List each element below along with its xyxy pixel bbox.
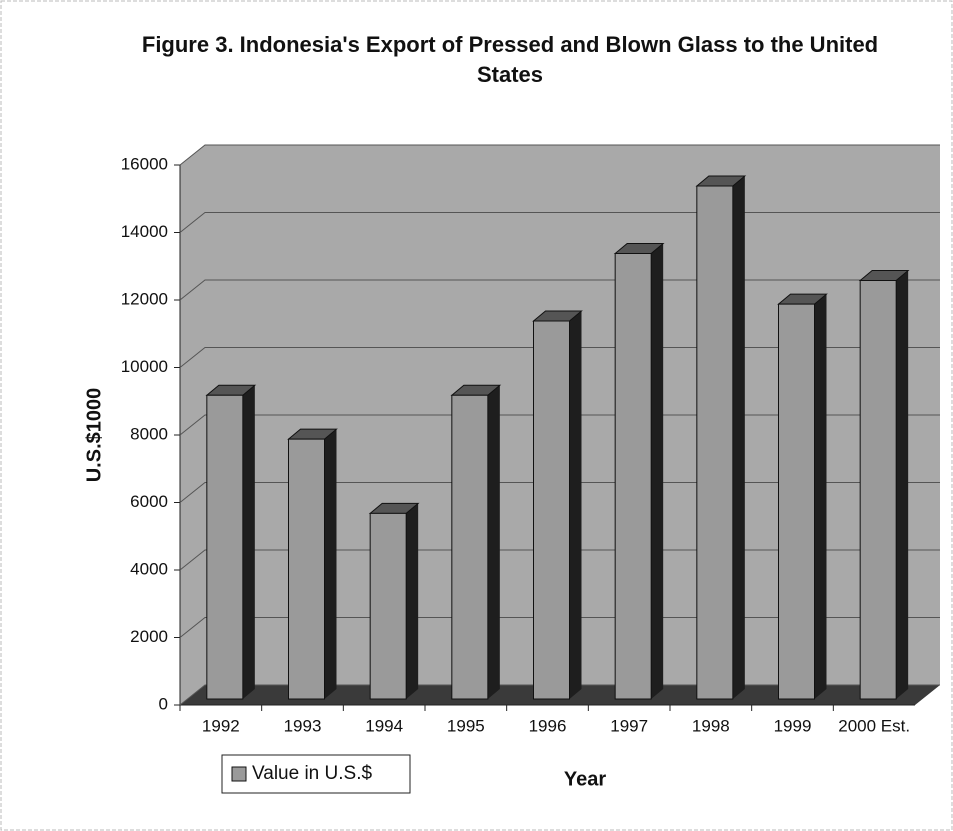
x-tick-label: 1996	[529, 716, 567, 735]
bar-side	[569, 311, 582, 699]
bar-side	[324, 429, 337, 699]
grid-line	[179, 617, 940, 638]
y-tick-label: 0	[159, 694, 168, 713]
bar	[206, 394, 244, 700]
bar-side	[406, 503, 419, 699]
x-axis-title: Year	[564, 768, 606, 790]
x-tick-label: 2000 Est.	[838, 716, 910, 735]
bar	[859, 280, 897, 700]
y-tick-label: 6000	[130, 492, 168, 511]
bar-side	[814, 294, 827, 699]
x-tick-label: 1995	[447, 716, 485, 735]
y-tick-label: 16000	[121, 154, 168, 173]
bar-side	[896, 270, 909, 699]
x-tick-label: 1999	[774, 716, 812, 735]
bar	[288, 438, 325, 700]
bar-side	[732, 176, 745, 699]
bar-side	[242, 385, 255, 699]
grid-line	[179, 347, 940, 368]
bar	[614, 253, 652, 700]
grid-line	[179, 414, 940, 436]
bar	[451, 394, 489, 700]
bar	[778, 303, 815, 700]
bar	[369, 512, 407, 700]
legend	[221, 754, 411, 794]
bar	[696, 185, 734, 700]
grid-line	[179, 684, 940, 706]
grid-line	[179, 482, 940, 503]
x-tick-label: 1997	[610, 716, 648, 735]
bar-side	[487, 385, 500, 699]
y-tick-label: 14000	[121, 222, 168, 241]
bar	[533, 320, 570, 700]
y-tick-label: 4000	[130, 559, 168, 578]
y-tick-label: 2000	[130, 627, 168, 646]
legend-swatch	[231, 766, 247, 782]
x-tick-label: 1992	[202, 716, 240, 735]
y-tick-label: 10000	[121, 357, 168, 376]
x-tick-label: 1994	[365, 716, 403, 735]
y-tick-label: 8000	[130, 424, 168, 443]
bar-side	[651, 243, 664, 699]
grid-line	[179, 212, 940, 233]
chart-title: Figure 3. Indonesia's Export of Pressed …	[141, 32, 879, 87]
grid-line	[179, 144, 940, 166]
legend-label: Value in U.S.$	[252, 763, 372, 784]
grid-line	[179, 279, 940, 301]
x-tick-label: 1993	[284, 716, 322, 735]
y-axis-title: U.S.$1000	[83, 388, 105, 483]
x-tick-label: 1998	[692, 716, 730, 735]
y-tick-label: 12000	[121, 289, 168, 308]
grid-line	[179, 549, 940, 571]
